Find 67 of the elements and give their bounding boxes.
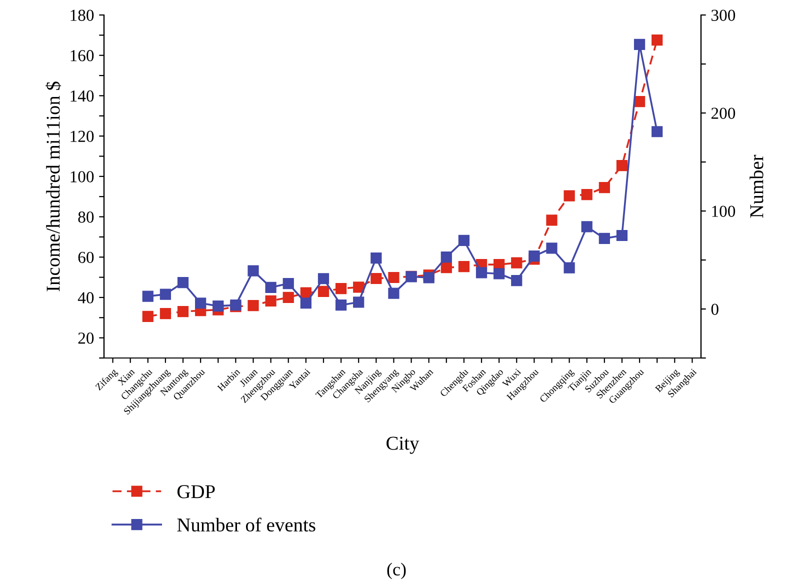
point xyxy=(300,298,312,309)
point xyxy=(160,308,172,320)
point xyxy=(353,282,364,293)
text: (c) xyxy=(387,562,406,580)
point xyxy=(440,252,452,263)
y2-tick-label: 0 xyxy=(711,304,718,315)
point xyxy=(511,275,522,286)
point xyxy=(546,242,558,254)
point xyxy=(282,292,294,304)
y2-axis-title: Number xyxy=(750,154,764,218)
point xyxy=(564,190,575,202)
point xyxy=(652,126,663,138)
point xyxy=(528,250,540,262)
point xyxy=(440,262,452,274)
y2-tick-label: 300 xyxy=(712,10,736,21)
point xyxy=(458,234,470,246)
point xyxy=(212,300,224,312)
y-tick-label: 160 xyxy=(70,50,94,62)
point xyxy=(335,283,347,294)
point xyxy=(564,262,575,274)
point xyxy=(423,272,434,284)
point xyxy=(546,214,558,226)
point xyxy=(598,232,610,244)
y2-tick-label: 200 xyxy=(711,108,736,119)
legend-label: Number of events xyxy=(177,518,316,532)
point xyxy=(195,298,206,309)
point xyxy=(511,257,522,268)
point xyxy=(581,189,592,200)
point xyxy=(335,300,347,311)
point xyxy=(353,296,364,308)
point xyxy=(248,300,259,312)
y-tick-label: 140 xyxy=(70,90,94,102)
point xyxy=(177,306,189,318)
point xyxy=(634,38,646,50)
y-axis-title: Income/hundred mi11ion $ xyxy=(46,82,62,292)
point xyxy=(616,160,628,172)
y-tick-label: 60 xyxy=(78,252,94,264)
point xyxy=(370,252,382,264)
point xyxy=(248,265,259,276)
point xyxy=(318,273,330,284)
point xyxy=(476,267,488,278)
point xyxy=(388,272,400,284)
point xyxy=(282,278,294,290)
point xyxy=(616,230,628,242)
x-axis-title: City xyxy=(386,436,420,454)
point xyxy=(265,282,276,293)
point xyxy=(458,261,470,272)
point xyxy=(370,272,382,284)
point xyxy=(494,268,505,280)
point xyxy=(652,34,663,46)
point xyxy=(598,182,610,194)
y-tick-label: 180 xyxy=(70,10,94,21)
y-tick-label: 40 xyxy=(78,292,94,304)
point xyxy=(142,310,154,322)
point xyxy=(265,295,276,306)
point xyxy=(318,286,330,297)
point xyxy=(142,290,154,302)
y-tick-label: 20 xyxy=(78,332,94,344)
y-tick-label: 100 xyxy=(70,171,94,182)
point xyxy=(581,221,592,232)
point xyxy=(160,288,172,300)
legend-label: GDP xyxy=(177,485,215,498)
y-tick-label: 120 xyxy=(70,130,94,142)
y-tick-label: 80 xyxy=(78,211,94,223)
y2-tick-label: 100 xyxy=(712,206,736,217)
point xyxy=(177,276,189,288)
point xyxy=(388,288,400,299)
